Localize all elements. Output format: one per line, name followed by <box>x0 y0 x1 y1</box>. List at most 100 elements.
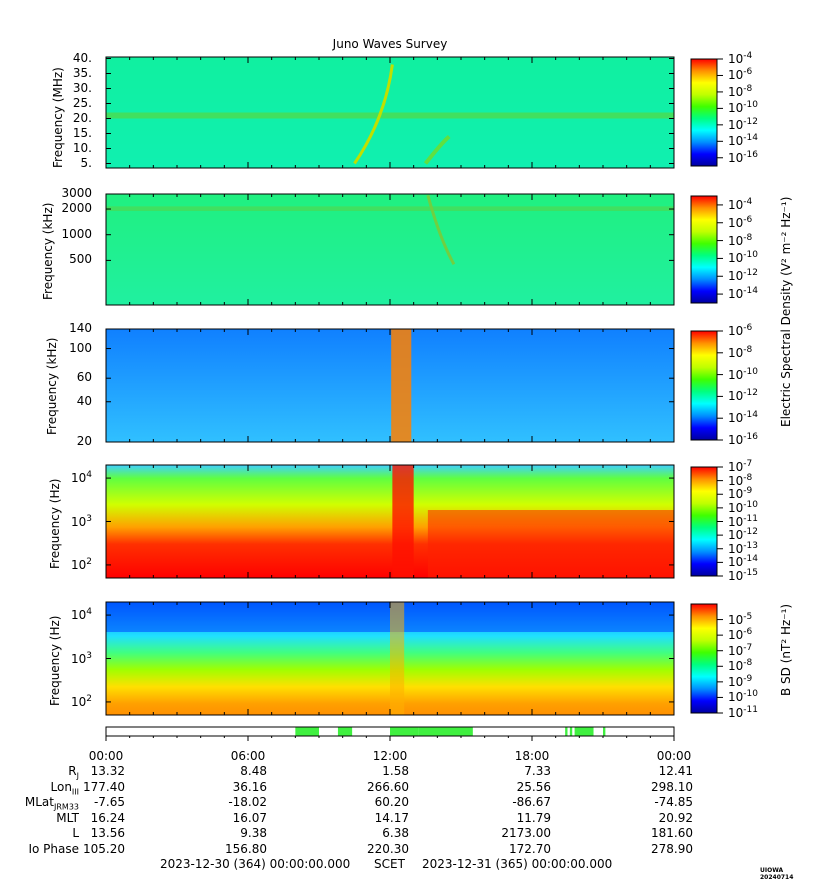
ephemeris-value: 36.16 <box>232 779 267 794</box>
ephemeris-value: 156.80 <box>225 841 267 856</box>
colorbar-tick-label: 10-6 <box>728 323 753 338</box>
colorbar-tick-label: 10-8 <box>728 344 753 360</box>
colorbar-tick-label: 10-10 <box>728 100 758 116</box>
ephemeris-value: 1.58 <box>382 764 409 778</box>
ephemeris-value: 11.79 <box>516 810 551 825</box>
spectrogram-3 <box>106 329 674 442</box>
colorbar-tick-label: 10-9 <box>728 486 753 502</box>
ephemeris-value: 7.33 <box>524 764 551 778</box>
ephemeris-segment <box>418 727 473 736</box>
ephemeris-value: 14.17 <box>374 810 409 825</box>
y-tick-label: 20. <box>72 110 92 125</box>
time-label: 00:00 <box>88 749 124 763</box>
ephemeris-value: 12.41 <box>658 764 693 778</box>
emission-band <box>106 206 674 211</box>
footer-end: 2023-12-31 (365) 00:00:00.000 <box>422 857 613 871</box>
colorbar-tick-label: 10-12 <box>728 527 758 543</box>
emission-burst <box>390 602 405 715</box>
colorbar-tick-label: 10-14 <box>728 286 758 302</box>
footer-start: 2023-12-30 (364) 00:00:00.000 <box>160 857 351 871</box>
colorbar-tick-label: 10-10 <box>728 366 758 382</box>
colorbar-tick-label: 10-13 <box>728 540 758 556</box>
colorbar-tick-label: 10-12 <box>728 388 758 404</box>
y-tick-label: 102 <box>70 693 92 709</box>
colorbar-tick-label: 10-8 <box>728 232 753 248</box>
y-tick-label: 25. <box>72 95 92 110</box>
ephemeris-value: 181.60 <box>651 826 693 840</box>
y-tick-label: 15. <box>72 125 92 140</box>
ephemeris-segment <box>569 727 573 736</box>
colorbar-tick-label: 10-8 <box>728 472 753 488</box>
ephemeris-value: 6.38 <box>382 826 409 840</box>
colorbar-1 <box>690 58 718 167</box>
ephemeris-segment <box>565 727 568 736</box>
ephemeris-value: 172.70 <box>509 841 551 856</box>
chart-title: Juno Waves Survey <box>332 37 448 51</box>
colorbar-tick-label: 10-11 <box>728 705 758 720</box>
ephemeris-value: 220.30 <box>367 841 409 856</box>
y-tick-label: 35. <box>72 65 92 80</box>
ephemeris-value: 105.20 <box>83 841 125 856</box>
ephemeris-value: -18.02 <box>228 795 267 809</box>
colorbar-tick-label: 10-6 <box>728 627 753 643</box>
emission-arc <box>423 134 451 165</box>
colorbar-tick-label: 10-14 <box>728 554 758 570</box>
colorbar-tick-label: 10-14 <box>728 133 758 149</box>
y-tick-label: 40 <box>76 393 92 408</box>
colorbar-tick-label: 10-10 <box>728 499 758 515</box>
emission-region <box>427 510 674 578</box>
colorbar-tick-label: 10-8 <box>728 658 753 674</box>
colorbar-tick-label: 10-15 <box>728 568 758 583</box>
footer-scet: SCET <box>374 857 405 871</box>
ephemeris-name: L <box>72 826 79 840</box>
ephemeris-value: 20.92 <box>658 810 693 825</box>
time-label: 06:00 <box>230 749 266 763</box>
ephemeris-value: -7.65 <box>93 795 125 809</box>
ephemeris-segment <box>603 727 606 736</box>
ephemeris-segment <box>574 727 594 736</box>
y-tick-label: 20 <box>76 434 92 448</box>
ephemeris-value: 278.90 <box>651 841 693 856</box>
colorbar-tick-label: 10-16 <box>728 149 758 165</box>
ephemeris-name: MLT <box>56 810 79 825</box>
colorbar-tick-label: 10-14 <box>728 410 758 426</box>
colorbar-tick-label: 10-4 <box>728 51 753 66</box>
y-tick-label: 140 <box>69 321 92 335</box>
colorbar-tick-label: 10-4 <box>728 196 753 212</box>
colorbar-tick-label: 10-7 <box>728 642 753 658</box>
colorbar-tick-label: 10-8 <box>728 83 753 99</box>
y-tick-label: 30. <box>72 80 92 95</box>
ephemeris-value: 266.60 <box>367 779 409 794</box>
colorbar-5 <box>690 603 718 714</box>
colorbar-4 <box>690 466 718 577</box>
bfield-colorbar-label: B SD (nT² Hz⁻¹) <box>779 603 793 696</box>
spectrogram-2 <box>106 194 674 305</box>
ephemeris-value: 13.32 <box>90 764 125 778</box>
y-tick-label: 100 <box>69 340 92 355</box>
ephemeris-value: 9.38 <box>240 826 267 840</box>
y-tick-label: 10. <box>72 140 92 155</box>
version-stamp: UIOWA 20240714 <box>760 867 794 881</box>
colorbar-3 <box>690 330 718 441</box>
ephemeris-value: 16.24 <box>90 810 125 825</box>
ephemeris-value: 60.20 <box>374 795 409 809</box>
colorbar-tick-label: 10-6 <box>728 214 753 230</box>
ephemeris-value: 298.10 <box>651 779 693 794</box>
ephemeris-value: -74.85 <box>654 795 693 809</box>
colorbar-tick-label: 10-16 <box>728 432 758 447</box>
time-label: 12:00 <box>372 749 408 763</box>
ephemeris-name: Io Phase <box>28 841 79 856</box>
emission-arc <box>426 194 456 266</box>
ephemeris-segment <box>390 727 419 736</box>
ephemeris-name: RJ <box>68 764 79 781</box>
ephemeris-value: -86.67 <box>512 795 551 809</box>
y-tick-label: 5. <box>80 155 92 170</box>
ephemeris-value: 13.56 <box>90 826 125 840</box>
colorbar-2 <box>690 195 718 304</box>
y-tick-label: 104 <box>70 470 92 486</box>
ephemeris-segment <box>337 727 353 736</box>
y-tick-label: 104 <box>70 607 92 623</box>
y-tick-label: 2000 <box>61 201 92 216</box>
time-label: 18:00 <box>514 749 550 763</box>
